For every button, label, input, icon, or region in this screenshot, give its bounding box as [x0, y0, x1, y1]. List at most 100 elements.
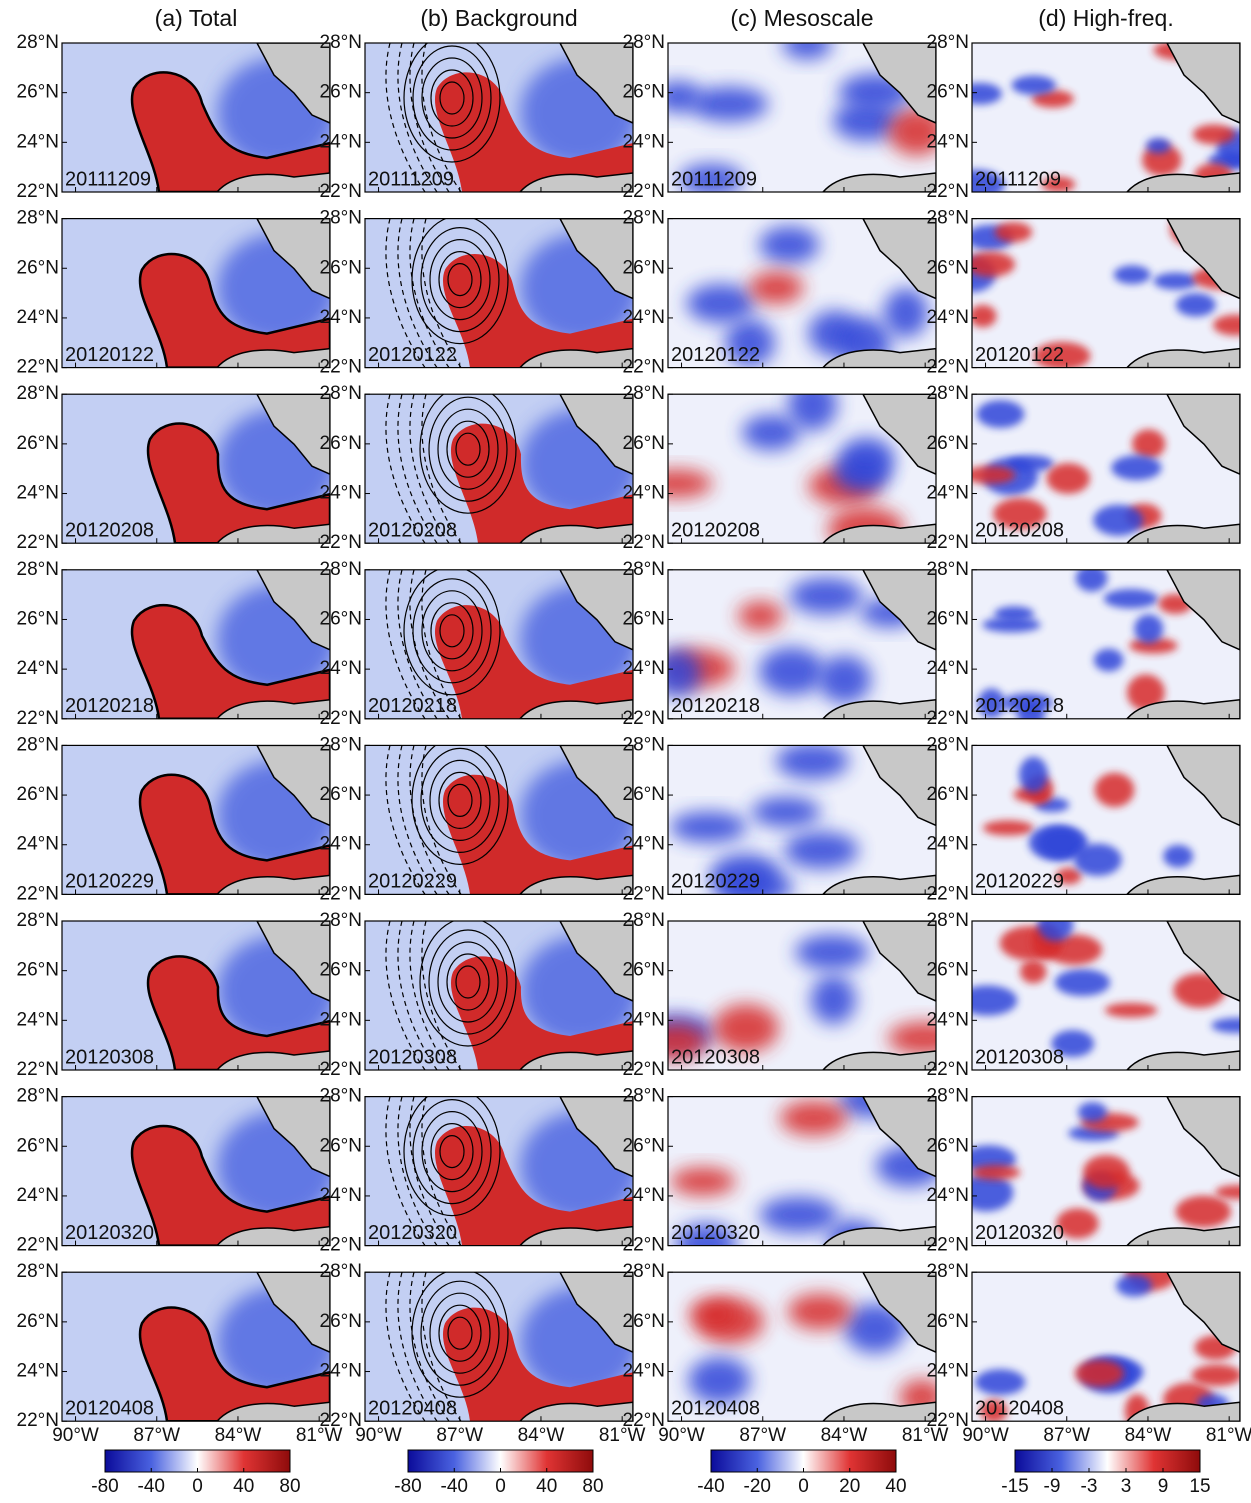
- date-label: 20111209: [65, 168, 151, 190]
- lat-tick-label: 22°N: [623, 357, 665, 378]
- lat-tick-label: 22°N: [320, 708, 362, 729]
- colorbar-tick-label: 0: [192, 1476, 203, 1497]
- lat-tick-label: 28°N: [17, 32, 59, 53]
- lat-tick-label: 22°N: [17, 357, 59, 378]
- date-label: 20120122: [975, 344, 1064, 366]
- colorbar-tick-label: -9: [1044, 1476, 1061, 1497]
- map-panel: 28°N26°N24°N22°N20120308: [927, 908, 1251, 1080]
- lat-tick-label: 26°N: [17, 960, 59, 981]
- map-panel: 28°N26°N24°N22°N90°W87°W84°W81°W20120408: [17, 1261, 343, 1446]
- column-title: (d) High-freq.: [1038, 5, 1173, 31]
- lat-tick-label: 28°N: [927, 734, 969, 755]
- map-panel: 28°N26°N24°N22°N20120218: [320, 559, 640, 729]
- colorbar-tick-label: -40: [138, 1476, 165, 1497]
- lat-tick-label: 26°N: [320, 1135, 362, 1156]
- lat-tick-label: 28°N: [320, 32, 362, 53]
- lat-tick-label: 26°N: [927, 960, 969, 981]
- lat-tick-label: 26°N: [320, 257, 362, 278]
- lat-tick-label: 22°N: [623, 532, 665, 553]
- anomaly: [788, 379, 837, 431]
- lat-tick-label: 28°N: [927, 1261, 969, 1282]
- date-label: 20120320: [368, 1222, 457, 1244]
- lat-tick-label: 22°N: [927, 357, 969, 378]
- map-panel: 28°N26°N24°N22°N90°W87°W84°W81°W20120408: [320, 1261, 646, 1446]
- lat-tick-label: 22°N: [320, 1059, 362, 1080]
- figure: (a) Total28°N26°N24°N22°N2011120928°N26°…: [0, 0, 1251, 1498]
- lat-tick-label: 26°N: [17, 1135, 59, 1156]
- map-panel: 28°N26°N24°N22°N20120308: [320, 910, 640, 1080]
- lon-tick-label: 90°W: [962, 1425, 1009, 1446]
- lat-tick-label: 26°N: [17, 433, 59, 454]
- lon-tick-label: 84°W: [518, 1425, 565, 1446]
- colorbar-tick-label: 40: [233, 1476, 254, 1497]
- anomaly: [1176, 1196, 1231, 1228]
- lon-tick-label: 87°W: [133, 1425, 180, 1446]
- anomaly: [1134, 614, 1163, 643]
- date-label: 20120208: [65, 519, 154, 541]
- anomaly: [742, 415, 800, 451]
- lat-tick-label: 28°N: [320, 559, 362, 580]
- anomaly: [1011, 76, 1056, 95]
- lat-tick-label: 22°N: [623, 181, 665, 202]
- anomaly: [1078, 1102, 1107, 1122]
- anomaly: [1007, 455, 1053, 471]
- lat-tick-label: 28°N: [927, 559, 969, 580]
- anomaly: [1095, 773, 1135, 807]
- anomaly: [969, 305, 996, 327]
- lat-tick-label: 28°N: [927, 1086, 969, 1107]
- date-label: 20120308: [65, 1046, 154, 1068]
- lat-tick-label: 28°N: [320, 208, 362, 229]
- anomaly: [995, 222, 1032, 242]
- lat-tick-label: 26°N: [927, 82, 969, 103]
- lat-tick-label: 24°N: [320, 834, 362, 855]
- lat-tick-label: 24°N: [623, 131, 665, 152]
- anomaly: [971, 1165, 1020, 1180]
- date-label: 20120408: [975, 1397, 1064, 1419]
- lat-tick-label: 26°N: [623, 82, 665, 103]
- anomaly: [1020, 960, 1047, 983]
- lat-tick-label: 24°N: [17, 1361, 59, 1382]
- lat-tick-label: 26°N: [623, 1135, 665, 1156]
- date-label: 20120229: [65, 871, 154, 893]
- lat-tick-label: 28°N: [17, 1086, 59, 1107]
- anomaly: [670, 1167, 735, 1195]
- map-panel: 28°N26°N24°N22°N20120122: [17, 208, 337, 378]
- lon-tick-label: 87°W: [1043, 1425, 1090, 1446]
- map-panel: 28°N26°N24°N22°N20120122: [623, 208, 936, 378]
- map-panel: 28°N26°N24°N22°N20120308: [17, 910, 337, 1080]
- date-label: 20120208: [671, 519, 760, 541]
- lat-tick-label: 24°N: [320, 307, 362, 328]
- lat-tick-label: 24°N: [320, 483, 362, 504]
- lat-tick-label: 28°N: [320, 734, 362, 755]
- date-label: 20120122: [671, 344, 760, 366]
- anomaly: [1114, 265, 1151, 284]
- lat-tick-label: 28°N: [623, 559, 665, 580]
- lat-tick-label: 26°N: [17, 257, 59, 278]
- lon-tick-label: 87°W: [739, 1425, 786, 1446]
- lat-tick-label: 24°N: [17, 131, 59, 152]
- map-panel: 28°N26°N24°N22°N20120320: [17, 1086, 337, 1256]
- anomaly: [811, 975, 856, 1024]
- date-label: 20111209: [671, 168, 757, 190]
- map-panel: 28°N26°N24°N22°N20120320: [623, 1083, 944, 1265]
- map-panel: 28°N26°N24°N22°N20120218: [927, 559, 1240, 729]
- column-title: (a) Total: [155, 5, 238, 31]
- lat-tick-label: 22°N: [17, 532, 59, 553]
- colorbar-tick-label: 3: [1121, 1476, 1132, 1497]
- anomaly: [1116, 1274, 1152, 1296]
- lat-tick-label: 26°N: [17, 1311, 59, 1332]
- anomaly: [670, 812, 747, 843]
- date-label: 20120218: [368, 695, 457, 717]
- date-label: 20120218: [975, 695, 1064, 717]
- map-panel: 28°N26°N24°N22°N20120229: [320, 734, 640, 904]
- lat-tick-label: 22°N: [623, 883, 665, 904]
- anomaly: [776, 743, 849, 779]
- lat-tick-label: 26°N: [623, 433, 665, 454]
- lat-tick-label: 22°N: [927, 532, 969, 553]
- date-label: 20120208: [368, 519, 457, 541]
- lat-tick-label: 24°N: [17, 1009, 59, 1030]
- lon-tick-label: 84°W: [821, 1425, 868, 1446]
- lat-tick-label: 26°N: [927, 433, 969, 454]
- anomaly: [966, 252, 1015, 277]
